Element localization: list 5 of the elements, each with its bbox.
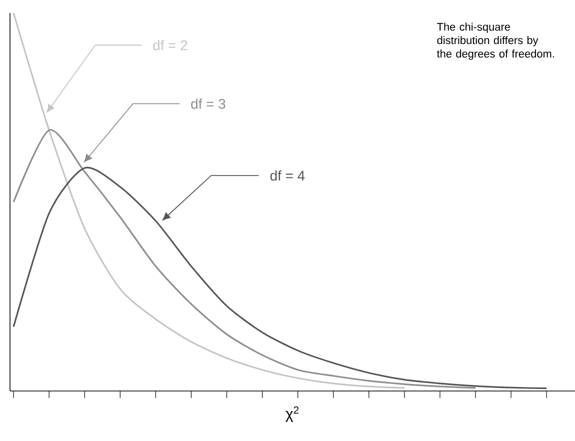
text: df = 2 (153, 40, 188, 50)
annotation: The chi-square distribution differs by the degrees of freedom. (436, 22, 554, 60)
text: df = 3 (191, 98, 226, 109)
x-axis-title: χ$^{2}$ (286, 406, 299, 422)
text: df = 4 (270, 170, 305, 181)
